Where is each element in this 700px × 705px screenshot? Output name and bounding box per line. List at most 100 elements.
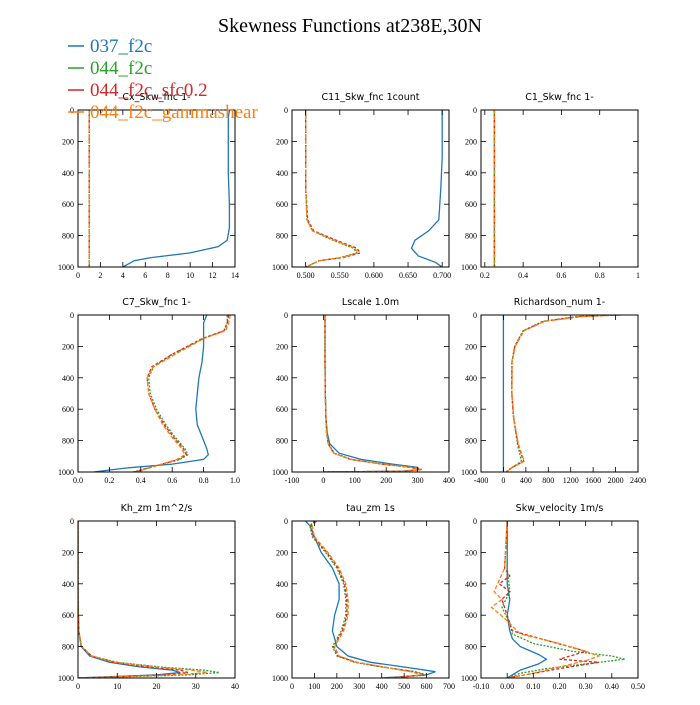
series-line-4 xyxy=(323,315,422,472)
y-tick-label: 1000 xyxy=(272,468,288,477)
y-tick-label: 1000 xyxy=(58,468,74,477)
x-tick-label: 0.550 xyxy=(331,271,349,280)
legend-label: 037_f2c xyxy=(90,36,152,57)
y-tick-label: 1000 xyxy=(461,468,477,477)
y-tick-label: 1000 xyxy=(272,674,288,683)
series-line-2 xyxy=(78,521,220,678)
y-tick-label: 200 xyxy=(465,548,477,557)
series-line-4 xyxy=(78,521,208,678)
legend: 037_f2c044_f2c044_f2c_sfc0.2044_f2c_gamm… xyxy=(68,36,258,123)
y-tick-label: 400 xyxy=(465,374,477,383)
y-tick-label: 800 xyxy=(276,643,288,652)
series-group xyxy=(88,110,231,267)
y-tick-label: 600 xyxy=(62,405,74,414)
series-line-2 xyxy=(501,521,626,678)
series-line-3 xyxy=(78,521,189,678)
series-group xyxy=(93,315,231,472)
panel-title: Kh_zm 1m^2/s xyxy=(121,503,193,514)
x-tick-label: 0.20 xyxy=(553,682,567,691)
x-tick-label: 0.00 xyxy=(500,682,514,691)
x-tick-label: 4 xyxy=(121,271,125,280)
x-tick-label: -0.10 xyxy=(473,682,490,691)
series-line-4 xyxy=(305,110,360,267)
panel-2: C11_Skw_fnc 1count 0.500 0.550 0.600 0.650 0.… xyxy=(272,92,451,280)
x-tick-label: 6 xyxy=(143,271,147,280)
x-tick-label: 14 xyxy=(231,271,239,280)
y-tick-label: 0 xyxy=(70,517,74,526)
y-tick-label: 600 xyxy=(276,405,288,414)
x-tick-label: 100 xyxy=(308,682,320,691)
y-tick-label: 0 xyxy=(70,311,74,320)
y-tick-label: 800 xyxy=(465,643,477,652)
x-tick-label: 200 xyxy=(380,476,392,485)
x-tick-label: 1 xyxy=(636,271,640,280)
y-tick-label: 800 xyxy=(465,232,477,241)
y-tick-label: 0 xyxy=(284,517,288,526)
x-tick-label: 0.8 xyxy=(199,476,209,485)
x-tick-label: 0.4 xyxy=(518,271,528,280)
x-tick-label: 10 xyxy=(186,271,194,280)
panel-title: tau_zm 1s xyxy=(346,503,395,514)
legend-label: 044_f2c xyxy=(90,58,152,79)
y-tick-label: 0 xyxy=(473,517,477,526)
panel-1: Cx_Skw_fnc 1- 0 2 4 6 8 10 12 14 0 200 400 600 800 100… xyxy=(58,92,239,280)
x-tick-label: 300 xyxy=(412,476,424,485)
y-tick-label: 0 xyxy=(284,311,288,320)
y-tick-label: 600 xyxy=(276,611,288,620)
series-line-4 xyxy=(311,521,423,678)
series-line-3 xyxy=(505,315,619,472)
legend-item: 044_f2c_gammashear xyxy=(68,102,258,123)
panel-title: Skw_velocity 1m/s xyxy=(516,503,604,514)
x-tick-label: 1200 xyxy=(563,476,579,485)
panel-title: C11_Skw_fnc 1count xyxy=(322,92,420,103)
panel-title: Cx_Skw_fnc 1- xyxy=(122,92,190,103)
legend-label: 044_f2c_gammashear xyxy=(90,102,258,123)
x-tick-label: 200 xyxy=(331,682,343,691)
y-tick-label: 1000 xyxy=(461,674,477,683)
plot-frame xyxy=(77,520,236,679)
x-tick-label: 300 xyxy=(353,682,365,691)
panel-9: Skw_velocity 1m/s -0.10 0.00 0.10 0.20 0.30 0.… xyxy=(461,503,645,691)
panel-title: C7_Skw_fnc 1- xyxy=(122,297,191,308)
x-tick-label: 2 xyxy=(98,271,102,280)
y-tick-label: 200 xyxy=(276,137,288,146)
panel-3: C1_Skw_fnc 1- 0.2 0.4 0.6 0.8 1 0 200 400 600 800 1… xyxy=(461,92,640,280)
legend-item: 044_f2c_sfc0.2 xyxy=(68,80,208,101)
x-tick-label: 0.650 xyxy=(399,271,417,280)
x-tick-label: 0.600 xyxy=(365,271,383,280)
y-tick-label: 400 xyxy=(465,580,477,589)
x-tick-label: -400 xyxy=(474,476,489,485)
y-tick-label: 400 xyxy=(62,580,74,589)
series-line-4 xyxy=(135,315,231,472)
series-line-1 xyxy=(78,521,181,678)
x-tick-label: 30 xyxy=(192,682,200,691)
x-tick-label: 2400 xyxy=(630,476,646,485)
panel-title: C1_Skw_fnc 1- xyxy=(525,92,594,103)
series-line-2 xyxy=(305,110,358,267)
y-tick-label: 200 xyxy=(62,548,74,557)
series-line-1 xyxy=(122,110,231,267)
plot-frame xyxy=(480,109,639,268)
x-tick-label: 800 xyxy=(542,476,554,485)
series-group xyxy=(323,315,423,472)
series-line-3 xyxy=(134,315,230,472)
y-tick-label: 400 xyxy=(276,374,288,383)
x-tick-label: 0.30 xyxy=(579,682,593,691)
series-line-4 xyxy=(490,521,601,678)
x-tick-label: 0.2 xyxy=(480,271,490,280)
y-tick-label: 0 xyxy=(473,311,477,320)
y-tick-label: 800 xyxy=(465,437,477,446)
x-tick-label: 0.50 xyxy=(631,682,645,691)
x-tick-label: 0.0 xyxy=(73,476,83,485)
y-tick-label: 800 xyxy=(276,232,288,241)
x-tick-label: 400 xyxy=(520,476,532,485)
y-tick-label: 0 xyxy=(70,106,74,115)
series-line-3 xyxy=(305,110,362,267)
x-tick-label: 0.40 xyxy=(605,682,619,691)
legend-item: 044_f2c xyxy=(68,58,152,79)
y-tick-label: 600 xyxy=(465,611,477,620)
y-tick-label: 600 xyxy=(465,405,477,414)
y-tick-label: 200 xyxy=(62,342,74,351)
